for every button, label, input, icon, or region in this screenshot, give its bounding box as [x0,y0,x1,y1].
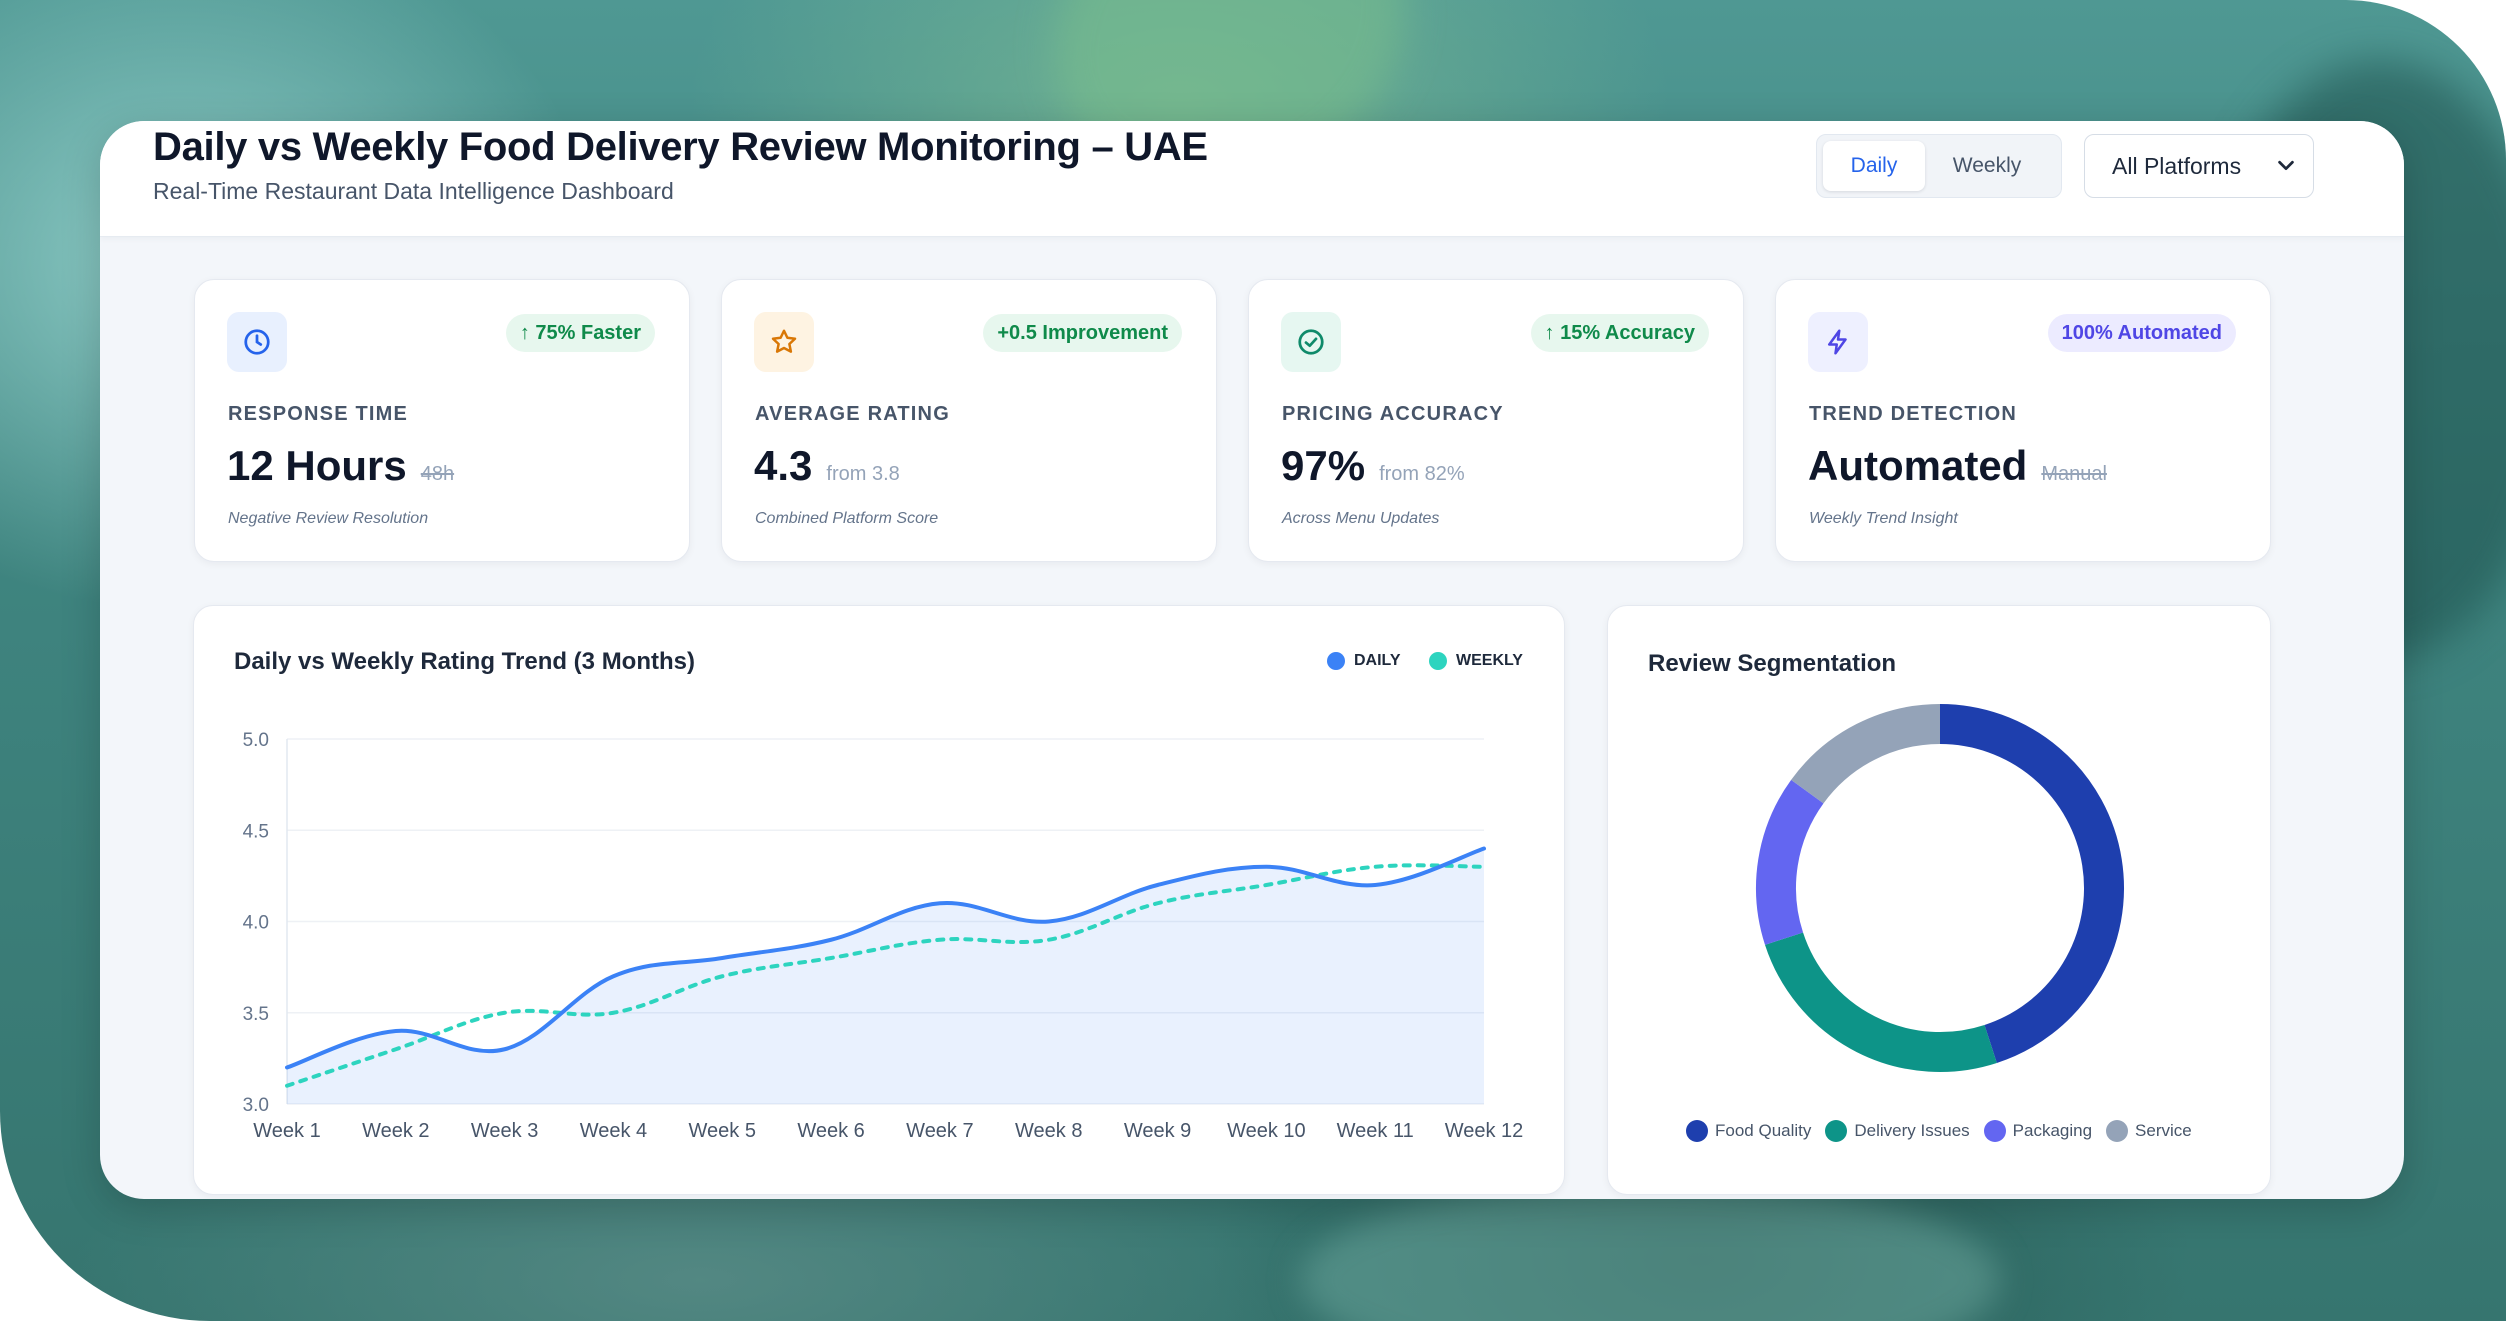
lightning-icon [1808,312,1868,372]
legend-dot [1825,1120,1848,1142]
legend-dot-daily [1327,652,1345,670]
y-tick-label: 3.0 [243,1095,269,1116]
stat-value: 97% [1281,442,1366,489]
stat-note: Negative Review Resolution [228,510,429,527]
x-tick-label: Week 2 [362,1120,429,1142]
stat-note: Across Menu Updates [1282,510,1440,527]
y-tick-label: 4.5 [243,821,269,842]
daily-toggle-button[interactable]: Daily [1823,141,1925,191]
stat-label: AVERAGE RATING [755,403,950,425]
legend-label: Service [2135,1121,2192,1140]
average-rating-card: +0.5 Improvement AVERAGE RATING 4.3 from… [721,279,1217,562]
y-tick-label: 3.5 [243,1004,269,1025]
stat-value: Automated [1808,442,2028,489]
weekly-toggle-button[interactable]: Weekly [1952,154,2022,177]
dashboard-window: Daily vs Weekly Food Delivery Review Mon… [100,121,2404,1199]
legend-item-service[interactable]: Service [2106,1120,2192,1142]
x-tick-label: Week 6 [797,1120,864,1142]
status-badge: +0.5 Improvement [983,314,1182,352]
chevron-down-icon [2278,160,2294,171]
stat-note: Weekly Trend Insight [1809,510,1958,527]
weekly-line [285,863,1486,1088]
platform-select[interactable]: All Platforms [2084,134,2314,198]
stat-value: 12 Hours [227,442,407,489]
y-tick-label: 5.0 [243,730,269,751]
donut-title: Review Segmentation [1648,650,1897,677]
x-tick-label: Week 7 [906,1120,973,1142]
legend-dot [1686,1120,1708,1142]
legend-dot [2106,1120,2129,1142]
legend-dot [1983,1120,2006,1142]
stat-previous: from 3.8 [826,463,900,485]
x-tick-label: Week 9 [1124,1120,1191,1142]
review-segmentation-card: Review Segmentation Food Quality Deliver… [1607,605,2271,1195]
page-subtitle: Real-Time Restaurant Data Intelligence D… [153,178,674,204]
service-slice[interactable] [1791,704,1941,804]
x-tick-label: Week 4 [580,1120,647,1142]
daily-area [287,848,1484,1104]
legend-item-packaging[interactable]: Packaging [1983,1120,2093,1142]
star-icon [754,312,814,372]
check-circle-icon [1281,312,1341,372]
stat-label: PRICING ACCURACY [1282,403,1504,425]
platform-select-value: All Platforms [2112,152,2242,179]
legend-daily[interactable]: DAILY [1327,652,1401,670]
x-tick-label: Week 8 [1015,1120,1082,1142]
food-quality-slice[interactable] [1939,704,2124,1063]
x-tick-label: Week 10 [1227,1120,1306,1142]
legend-label-weekly: WEEKLY [1456,652,1523,669]
rating-trend-chart: 3.0 3.5 4.0 4.5 5.0 Week 1 Week 2 Week 3 Week 4 W… [243,730,1524,1142]
daily-line [285,846,1486,1070]
stat-label: TREND DETECTION [1809,403,2017,425]
stat-previous: Manual [2041,463,2107,485]
x-tick-label: Week 12 [1445,1120,1524,1142]
status-badge: ↑ 75% Faster [505,314,655,352]
review-segmentation-donut [1756,704,2124,1072]
response-time-card: ↑ 75% Faster RESPONSE TIME 12 Hours 48h … [194,279,690,562]
x-tick-label: Week 1 [253,1120,320,1142]
x-tick-label: Week 11 [1337,1120,1414,1142]
legend-label: Packaging [2012,1121,2093,1140]
legend-label: Delivery Issues [1854,1121,1970,1140]
legend-item-food-quality[interactable]: Food Quality [1686,1120,1811,1142]
stat-previous: from 82% [1379,463,1465,485]
legend-label-daily: DAILY [1354,652,1401,669]
stat-value: 4.3 [754,442,813,489]
y-tick-label: 4.0 [243,913,269,934]
x-tick-label: Week 5 [689,1120,756,1142]
status-badge: 100% Automated [2047,314,2236,352]
view-toggle: Daily Weekly [1816,134,2062,198]
stat-label: RESPONSE TIME [228,403,409,425]
delivery-issues-slice[interactable] [1765,932,1997,1072]
legend-label: Food Quality [1715,1121,1812,1140]
status-badge: ↑ 15% Accuracy [1530,314,1709,352]
rating-trend-chart-card: 3.0 3.5 4.0 4.5 5.0 Week 1 Week 2 Week 3 Week 4 W… [193,605,1565,1195]
packaging-slice[interactable] [1756,779,1824,945]
stat-note: Combined Platform Score [755,510,939,527]
chart-title: Daily vs Weekly Rating Trend (3 Months) [234,648,695,675]
dashboard-header: Daily vs Weekly Food Delivery Review Mon… [100,121,2404,237]
legend-item-delivery-issues[interactable]: Delivery Issues [1825,1120,1970,1142]
clock-icon [227,312,287,372]
legend-dot-weekly [1429,652,1447,670]
page-title: Daily vs Weekly Food Delivery Review Mon… [153,125,1208,169]
trend-detection-card: 100% Automated TREND DETECTION Automated… [1775,279,2271,562]
pricing-accuracy-card: ↑ 15% Accuracy PRICING ACCURACY 97% from… [1248,279,1744,562]
stat-previous: 48h [420,463,455,485]
legend-weekly[interactable]: WEEKLY [1429,652,1523,670]
donut-legend: Food Quality Delivery Issues Packaging S… [1686,1120,2206,1142]
x-tick-label: Week 3 [471,1120,538,1142]
